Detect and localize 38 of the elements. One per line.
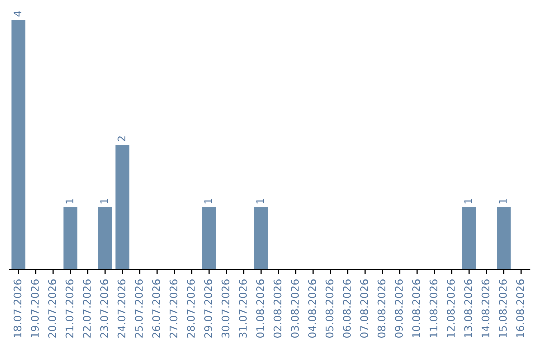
data-label: 2 (118, 136, 126, 142)
x-tick-label: 10.08.2026 (412, 280, 420, 338)
x-tick-label: 12.08.2026 (447, 280, 456, 338)
x-tick-label: 03.08.2026 (291, 280, 300, 338)
data-label: 1 (204, 199, 212, 204)
x-tick-label: 08.08.2026 (378, 280, 386, 338)
data-label: 1 (256, 199, 264, 204)
x-tick-label: 25.07.2026 (135, 280, 144, 338)
x-tick-label: 31.07.2026 (239, 280, 248, 338)
data-label: 4 (14, 11, 22, 17)
x-tick-label: 02.08.2026 (274, 280, 282, 338)
x-tick-label: 06.08.2026 (343, 280, 352, 338)
x-tick-label: 18.07.2026 (14, 280, 22, 338)
x-tick-label: 24.07.2026 (118, 280, 126, 338)
x-tick-label: 14.08.2026 (482, 280, 490, 338)
x-tick-label: 30.07.2026 (222, 280, 230, 338)
x-tick-label: 20.07.2026 (48, 280, 56, 338)
x-tick-label: 16.08.2026 (516, 280, 524, 338)
x-tick-label: 27.07.2026 (170, 280, 178, 338)
x-tick-label: 13.08.2026 (464, 280, 472, 338)
x-tick-label: 07.08.2026 (360, 280, 368, 338)
data-label: 1 (464, 199, 472, 204)
x-tick-label: 04.08.2026 (308, 280, 316, 338)
x-tick-label: 01.08.2026 (256, 280, 264, 338)
x-tick-label: 11.08.2026 (430, 280, 438, 338)
x-tick-label: 29.07.2026 (204, 280, 212, 338)
data-label: 1 (100, 199, 108, 204)
data-label: 1 (499, 199, 507, 204)
x-tick-label: 09.08.2026 (395, 280, 404, 338)
x-tick-label: 05.08.2026 (326, 280, 334, 338)
x-tick-label: 21.07.2026 (66, 280, 74, 338)
x-tick-label: 23.07.2026 (100, 280, 108, 338)
x-tick-label: 15.08.2026 (499, 280, 508, 338)
x-tick-label: 28.07.2026 (187, 280, 196, 338)
x-tick-label: 22.07.2026 (83, 280, 92, 338)
data-label: 1 (66, 199, 74, 204)
x-tick-label: 19.07.2026 (31, 280, 40, 338)
x-tick-label: 26.07.2026 (152, 280, 160, 338)
